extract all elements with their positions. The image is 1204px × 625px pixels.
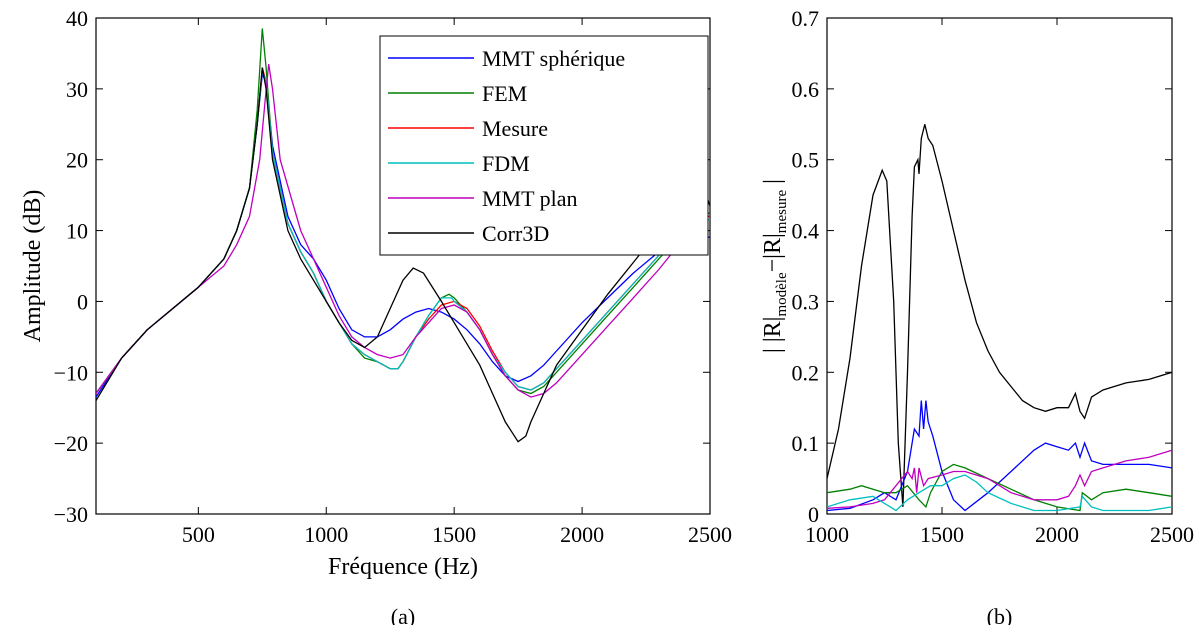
legend-label-0: MMT sphérique [482, 46, 625, 71]
y-label-sub: modèle [774, 272, 790, 316]
series-line-1 [827, 400, 1172, 512]
chart-b: 1000 1500 2000 2500 0 0.1 0.2 0.3 0.4 0.5 0.6 0.7 (b… [760, 6, 1194, 625]
y-tick-label: 10 [66, 219, 88, 244]
y-tick-label: −30 [54, 502, 88, 527]
y-label-part: | |R| [760, 317, 786, 353]
y-tick-label: −20 [54, 431, 88, 456]
plot-frame [95, 17, 711, 515]
y-tick-label: 0.6 [792, 77, 820, 102]
x-tick-label: 1000 [304, 522, 348, 547]
y-label-sub: mesure [774, 190, 790, 234]
x-tick-label: 2000 [560, 522, 604, 547]
y-tick-label: 0 [77, 289, 88, 314]
x-tick-label: 2500 [1150, 522, 1194, 547]
plot-frame [826, 17, 1173, 515]
y-label-part: | [760, 179, 786, 190]
y-tick-label: 30 [66, 77, 88, 102]
y-tick-label: 0.2 [792, 360, 820, 385]
legend-label-4: MMT plan [482, 186, 578, 211]
caption: (b) [987, 604, 1013, 625]
y-tick-label: 0.1 [792, 431, 820, 456]
x-tick-label: 2500 [688, 522, 732, 547]
x-tick-label: 500 [182, 522, 215, 547]
chart-a: 500 1000 1500 2000 2500 −30 −20 −10 0 10 20 30 40 Fré… [20, 6, 732, 625]
series-line-4 [96, 64, 710, 398]
x-tick-label: 2000 [1035, 522, 1079, 547]
x-tick-label: 1500 [432, 522, 476, 547]
x-tick-label: 1500 [920, 522, 964, 547]
series-line-5 [96, 67, 710, 443]
legend-label-2: Mesure [482, 116, 548, 141]
series-line-3 [827, 449, 1172, 509]
y-tick-label: 0 [808, 502, 819, 527]
y-axis-label: | |R|modèle−|R|mesure | [760, 179, 790, 353]
y-tick-label: 40 [66, 6, 88, 31]
series-line-2 [827, 463, 1172, 512]
legend-label-1: FEM [482, 81, 527, 106]
caption: (a) [391, 604, 415, 625]
x-tick-label: 1000 [805, 522, 849, 547]
series-line-4 [827, 474, 1172, 512]
y-tick-label: 0.7 [792, 6, 820, 31]
y-label-part: −|R| [760, 233, 786, 272]
legend-box [379, 35, 709, 256]
legend-label-3: FDM [482, 151, 530, 176]
y-tick-label: 20 [66, 148, 88, 173]
series-line-0 [827, 124, 1172, 507]
y-tick-label: 0.5 [792, 148, 820, 173]
y-axis-label: Amplitude (dB) [20, 190, 46, 343]
legend: MMT sphérique FEM Mesure FDM MMT plan Corr3D [379, 35, 709, 256]
y-tick-label: 0.4 [792, 219, 820, 244]
y-tick-label: −10 [54, 360, 88, 385]
y-tick-label: 0.3 [792, 289, 820, 314]
legend-label-5: Corr3D [482, 221, 549, 246]
x-axis-label: Fréquence (Hz) [328, 554, 478, 580]
